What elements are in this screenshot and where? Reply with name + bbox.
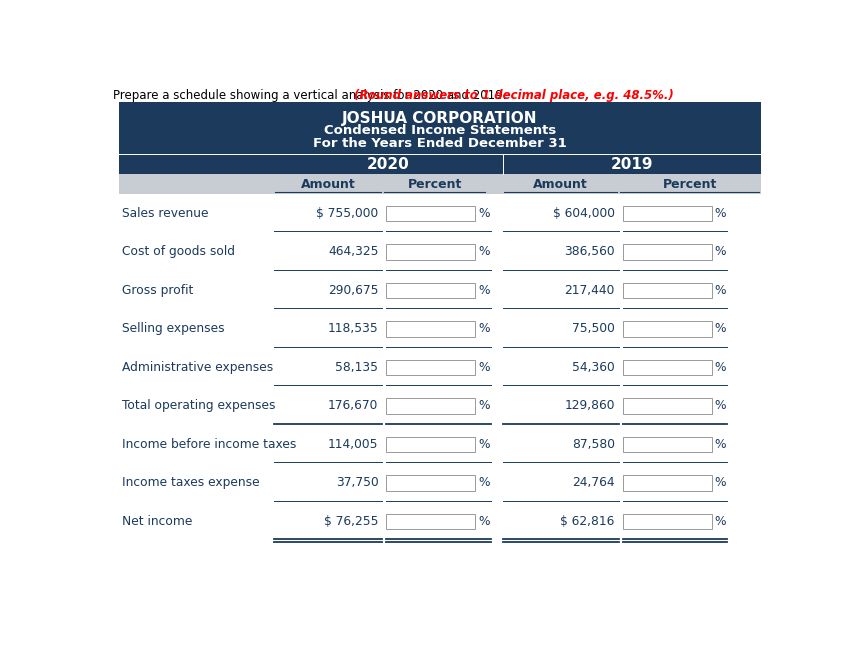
Text: %: % <box>479 438 490 451</box>
Bar <box>119 502 760 541</box>
Bar <box>119 348 760 387</box>
Bar <box>386 359 475 375</box>
Bar <box>119 425 760 464</box>
Text: 2020: 2020 <box>367 157 409 173</box>
Text: For the Years Ended December 31: For the Years Ended December 31 <box>313 137 566 150</box>
Bar <box>386 514 475 529</box>
Text: Prepare a schedule showing a vertical analysis for 2020 and 2019.: Prepare a schedule showing a vertical an… <box>113 89 507 102</box>
Text: Percent: Percent <box>662 178 716 191</box>
Text: %: % <box>715 207 727 220</box>
Bar <box>623 475 712 491</box>
Text: 386,560: 386,560 <box>565 245 615 258</box>
Text: $ 755,000: $ 755,000 <box>317 207 378 220</box>
Text: %: % <box>479 476 490 489</box>
Text: %: % <box>479 207 490 220</box>
Bar <box>623 206 712 221</box>
Text: JOSHUA CORPORATION: JOSHUA CORPORATION <box>342 111 537 126</box>
Text: %: % <box>715 400 727 413</box>
Text: 24,764: 24,764 <box>572 476 615 489</box>
Text: Gross profit: Gross profit <box>122 284 193 297</box>
Text: Cost of goods sold: Cost of goods sold <box>122 245 235 258</box>
Bar <box>386 244 475 260</box>
Bar <box>623 437 712 452</box>
Bar <box>623 283 712 298</box>
Bar <box>119 271 760 310</box>
Text: %: % <box>479 515 490 528</box>
Bar <box>119 233 760 271</box>
Bar <box>386 206 475 221</box>
Text: Income taxes expense: Income taxes expense <box>122 476 260 489</box>
Text: %: % <box>479 284 490 297</box>
Bar <box>623 359 712 375</box>
Bar <box>623 321 712 337</box>
Text: 2019: 2019 <box>610 157 653 173</box>
Text: Net income: Net income <box>122 515 192 528</box>
Text: 37,750: 37,750 <box>335 476 378 489</box>
Bar <box>623 398 712 414</box>
Text: %: % <box>479 400 490 413</box>
Text: $ 62,816: $ 62,816 <box>560 515 615 528</box>
Text: %: % <box>715 361 727 374</box>
Text: $ 76,255: $ 76,255 <box>324 515 378 528</box>
Text: 464,325: 464,325 <box>328 245 378 258</box>
Bar <box>119 174 760 194</box>
Text: %: % <box>479 361 490 374</box>
Text: Selling expenses: Selling expenses <box>122 323 225 335</box>
Text: %: % <box>479 245 490 258</box>
Bar <box>623 244 712 260</box>
Text: 114,005: 114,005 <box>328 438 378 451</box>
Text: Amount: Amount <box>534 178 588 191</box>
Text: 217,440: 217,440 <box>565 284 615 297</box>
Bar <box>386 475 475 491</box>
Bar <box>386 283 475 298</box>
Bar <box>623 514 712 529</box>
Bar <box>119 154 760 174</box>
Text: 176,670: 176,670 <box>328 400 378 413</box>
Bar <box>119 464 760 502</box>
Text: Condensed Income Statements: Condensed Income Statements <box>323 124 556 137</box>
Bar <box>119 102 760 154</box>
Text: %: % <box>715 284 727 297</box>
Text: %: % <box>715 245 727 258</box>
Text: Percent: Percent <box>408 178 462 191</box>
Text: (Round answers to 1 decimal place, e.g. 48.5%.): (Round answers to 1 decimal place, e.g. … <box>353 89 674 102</box>
Text: $ 604,000: $ 604,000 <box>553 207 615 220</box>
Text: 129,860: 129,860 <box>565 400 615 413</box>
Text: Total operating expenses: Total operating expenses <box>122 400 275 413</box>
Bar <box>119 194 760 233</box>
Text: %: % <box>715 476 727 489</box>
Text: 58,135: 58,135 <box>335 361 378 374</box>
Text: %: % <box>715 515 727 528</box>
Text: %: % <box>479 323 490 335</box>
Text: 290,675: 290,675 <box>328 284 378 297</box>
Text: 54,360: 54,360 <box>572 361 615 374</box>
Text: %: % <box>715 323 727 335</box>
Text: 87,580: 87,580 <box>572 438 615 451</box>
Bar <box>386 437 475 452</box>
Bar <box>119 387 760 425</box>
Text: Income before income taxes: Income before income taxes <box>122 438 296 451</box>
Text: 75,500: 75,500 <box>572 323 615 335</box>
Text: 118,535: 118,535 <box>328 323 378 335</box>
Bar <box>119 310 760 348</box>
Text: Sales revenue: Sales revenue <box>122 207 208 220</box>
Text: Administrative expenses: Administrative expenses <box>122 361 273 374</box>
Bar <box>386 398 475 414</box>
Text: %: % <box>715 438 727 451</box>
Bar <box>386 321 475 337</box>
Text: Amount: Amount <box>301 178 355 191</box>
